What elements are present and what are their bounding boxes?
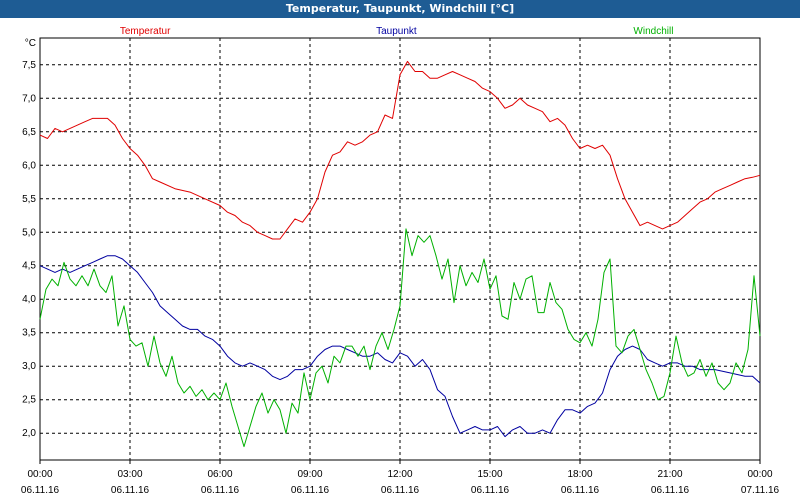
y-tick-label: 7,5 xyxy=(22,60,36,71)
x-tick-date-label: 06.11.16 xyxy=(471,485,510,496)
y-tick-label: 2,0 xyxy=(22,428,36,439)
x-tick-time-label: 21:00 xyxy=(657,469,682,480)
x-tick-date-label: 06.11.16 xyxy=(291,485,330,496)
legend-label-taupunkt: Taupunkt xyxy=(376,26,417,37)
series-line-windchill xyxy=(39,228,761,448)
x-tick-date-label: 06.11.16 xyxy=(21,485,60,496)
x-tick-time-label: 12:00 xyxy=(387,469,412,480)
x-tick-time-label: 09:00 xyxy=(297,469,322,480)
chart-title-bar: Temperatur, Taupunkt, Windchill [°C] xyxy=(0,0,800,18)
x-tick-date-label: 06.11.16 xyxy=(111,485,150,496)
y-tick-label: 5,0 xyxy=(22,227,36,238)
x-tick-time-label: 06:00 xyxy=(207,469,232,480)
plot-frame xyxy=(39,37,761,461)
y-tick-label: 4,5 xyxy=(22,261,36,272)
y-tick-label: 2,5 xyxy=(22,395,36,406)
series-line-temperatur xyxy=(39,60,761,240)
y-tick-label: 6,5 xyxy=(22,127,36,138)
x-tick-date-label: 07.11.16 xyxy=(741,485,780,496)
x-tick-time-label: 15:00 xyxy=(477,469,502,480)
x-tick-time-label: 00:00 xyxy=(747,469,772,480)
x-tick-date-label: 06.11.16 xyxy=(561,485,600,496)
x-tick-date-label: 06.11.16 xyxy=(651,485,690,496)
chart-title: Temperatur, Taupunkt, Windchill [°C] xyxy=(285,2,515,15)
y-tick-label: 3,5 xyxy=(22,328,36,339)
y-tick-label: 5,5 xyxy=(22,194,36,205)
y-tick-label: 6,0 xyxy=(22,160,36,171)
series-line-taupunkt xyxy=(39,255,761,438)
x-tick-date-label: 06.11.16 xyxy=(381,485,420,496)
legend-label-temperatur: Temperatur xyxy=(120,26,171,37)
legend-label-windchill: Windchill xyxy=(633,26,673,37)
y-tick-label: 3,0 xyxy=(22,361,36,372)
x-tick-time-label: 03:00 xyxy=(117,469,142,480)
y-tick-label: 7,0 xyxy=(22,93,36,104)
y-axis-unit-label: °C xyxy=(25,38,36,49)
x-tick-time-label: 00:00 xyxy=(27,469,52,480)
x-tick-date-label: 06.11.16 xyxy=(201,485,240,496)
y-tick-label: 4,0 xyxy=(22,294,36,305)
x-tick-time-label: 18:00 xyxy=(567,469,592,480)
